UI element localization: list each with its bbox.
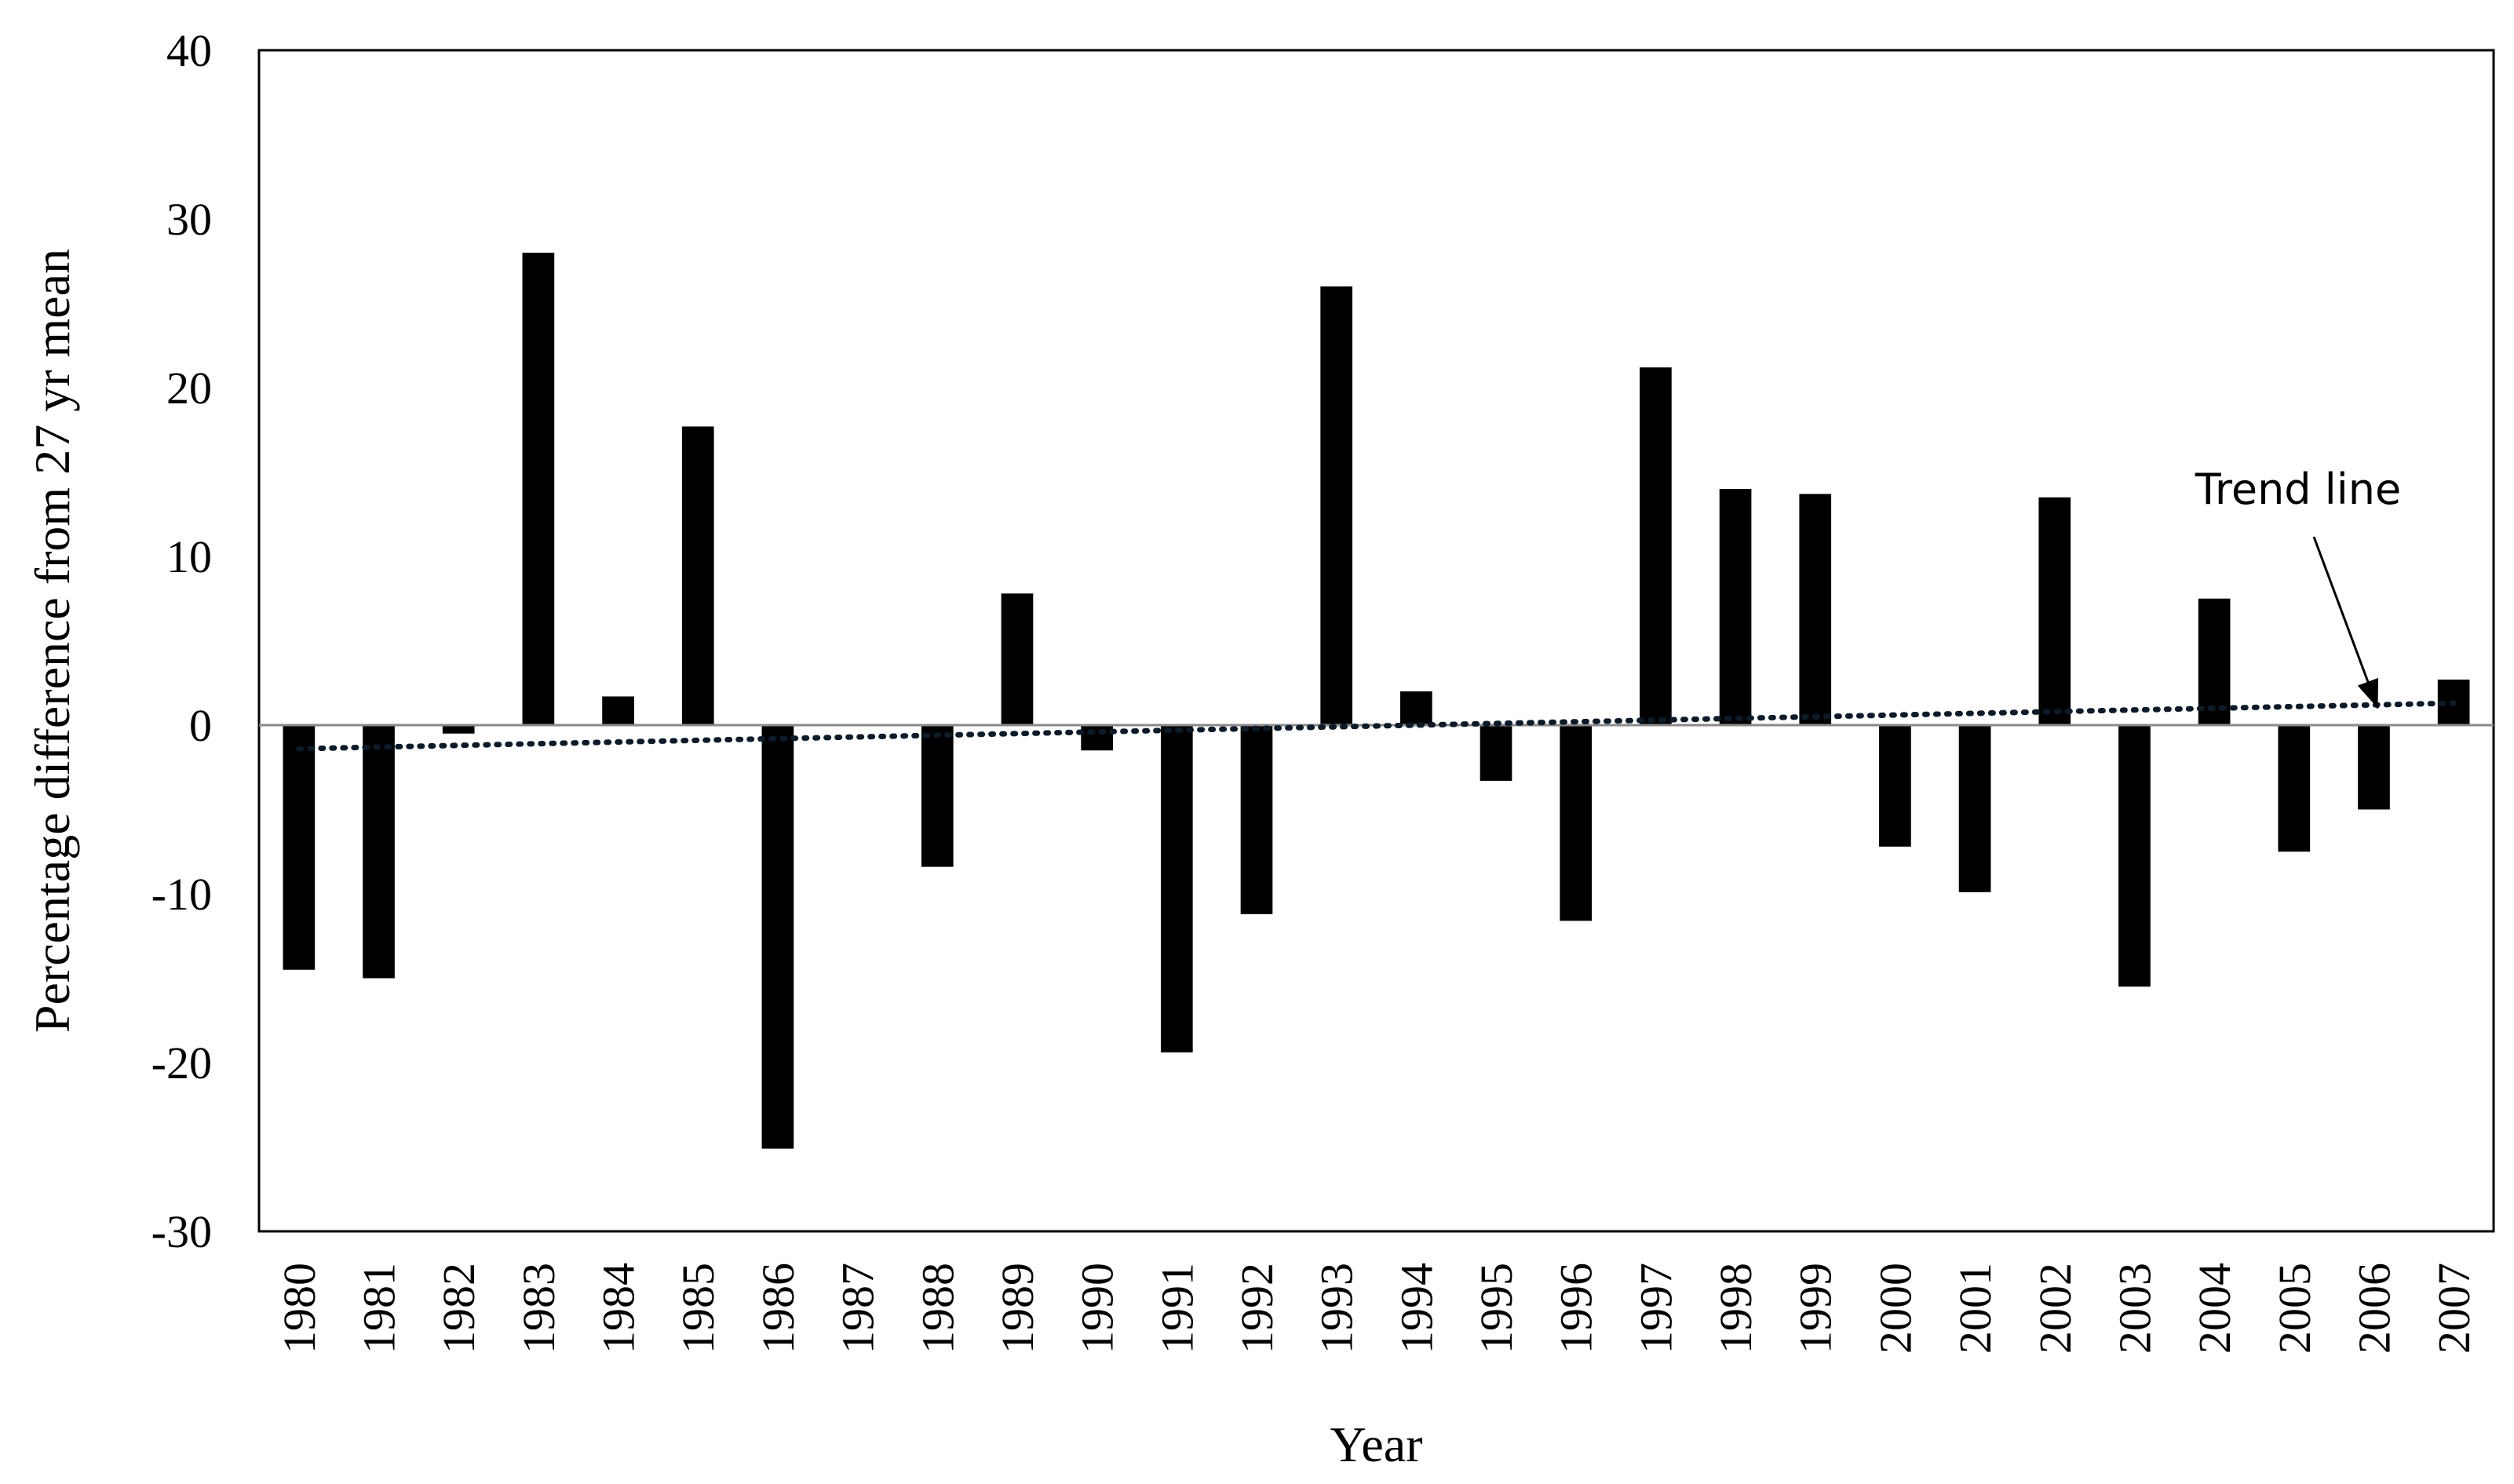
bar	[2198, 598, 2231, 725]
bar	[1001, 593, 1034, 725]
y-tick-label: 10	[166, 531, 212, 582]
y-tick-label: 0	[189, 700, 212, 751]
x-tick-label: 1998	[1710, 1263, 1761, 1354]
bar	[2278, 725, 2311, 852]
bar	[1640, 367, 1672, 725]
bar	[2038, 497, 2071, 725]
bar	[681, 426, 714, 725]
bar	[1958, 725, 1991, 892]
x-tick-label: 1993	[1312, 1263, 1363, 1354]
x-tick-label: 2007	[2428, 1263, 2479, 1354]
x-tick-label: 1983	[513, 1263, 564, 1354]
x-tick-label: 1982	[433, 1263, 484, 1354]
x-tick-label: 1990	[1072, 1263, 1123, 1354]
bar	[1320, 286, 1352, 725]
bar	[1560, 725, 1593, 921]
x-tick-label: 2000	[1870, 1263, 1921, 1354]
bar	[1160, 725, 1193, 1053]
x-axis-tick-labels: 1980 1981 1982 1983 1984 1985 1986 1987 1988 1989…	[274, 1263, 2479, 1354]
bar	[1719, 489, 1752, 725]
x-tick-label: 1995	[1471, 1263, 1522, 1354]
x-tick-label: 1980	[274, 1263, 325, 1354]
trend-line-annotation: Trend line	[2195, 465, 2401, 514]
bar	[602, 696, 634, 725]
bar	[2118, 725, 2151, 987]
bar	[921, 725, 954, 867]
x-tick-label: 1992	[1231, 1263, 1283, 1354]
x-tick-label: 2001	[1950, 1263, 2001, 1354]
bar	[761, 725, 794, 1149]
x-tick-label: 1999	[1790, 1263, 1841, 1354]
bar	[2358, 725, 2390, 810]
bar	[522, 253, 555, 725]
bar	[1799, 494, 1832, 725]
x-tick-label: 2004	[2189, 1263, 2240, 1354]
x-tick-label: 1986	[753, 1263, 804, 1354]
x-tick-label: 1987	[833, 1263, 884, 1354]
x-tick-label: 1997	[1630, 1263, 1681, 1354]
x-axis-title: Year	[1330, 1417, 1423, 1472]
y-axis-tick-labels: -30 -20 -10 0 10 20 30 40	[151, 25, 212, 1257]
y-tick-label: 20	[166, 363, 212, 414]
x-tick-label: 1991	[1151, 1263, 1202, 1354]
y-tick-label: 30	[166, 194, 212, 245]
plot-area-frame	[257, 49, 2495, 1233]
x-tick-label: 2005	[2269, 1263, 2320, 1354]
y-axis-title: Percentage difference from 27 yr mean	[24, 249, 80, 1033]
bar	[442, 725, 475, 734]
x-tick-label: 2002	[2030, 1263, 2081, 1354]
annotation-arrowhead	[2357, 677, 2379, 709]
x-tick-label: 1985	[673, 1263, 724, 1354]
bar	[283, 725, 316, 970]
y-tick-label: -30	[151, 1206, 212, 1257]
trend-line	[296, 700, 2457, 752]
bars	[283, 253, 2470, 1149]
x-tick-label: 1989	[992, 1263, 1043, 1354]
bar	[1081, 725, 1113, 751]
bar	[1879, 725, 1911, 847]
x-tick-label: 2003	[2109, 1263, 2160, 1354]
bar	[1240, 725, 1273, 914]
x-tick-label: 2006	[2348, 1263, 2399, 1354]
x-tick-label: 1994	[1391, 1263, 1442, 1354]
y-tick-label: 40	[166, 25, 212, 76]
x-tick-label: 1981	[354, 1263, 405, 1354]
bar	[1400, 691, 1432, 725]
y-tick-label: -20	[151, 1037, 212, 1088]
x-tick-label: 1988	[912, 1263, 963, 1354]
y-tick-label: -10	[151, 869, 212, 920]
annotation-arrow	[2312, 536, 2379, 709]
x-tick-label: 1996	[1551, 1263, 1602, 1354]
bar	[363, 725, 395, 979]
x-tick-label: 1984	[593, 1263, 644, 1354]
bar	[1480, 725, 1512, 781]
